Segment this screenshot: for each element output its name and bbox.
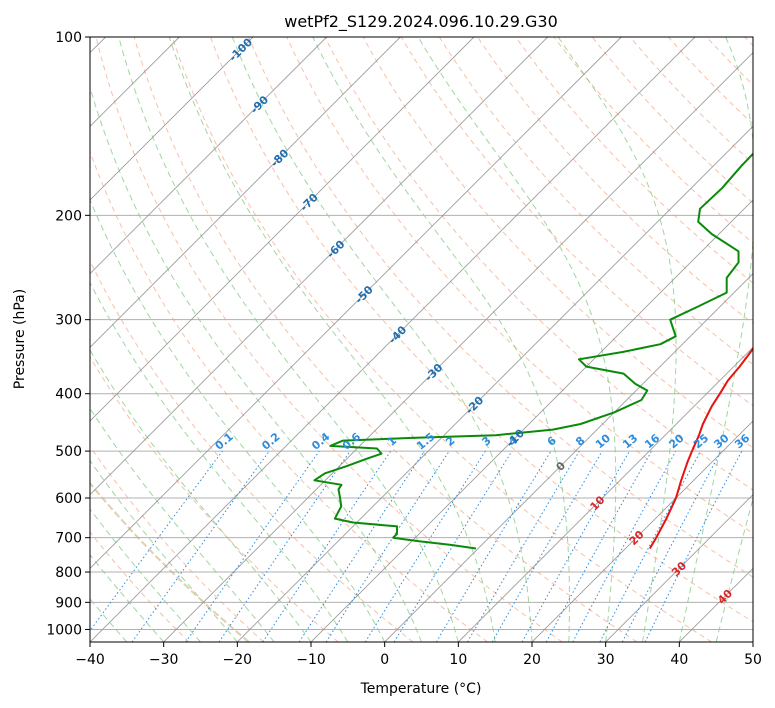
- x-tick-label: 0: [380, 652, 389, 668]
- mixing-ratio-line: [491, 450, 603, 642]
- x-tick-label: −10: [296, 652, 326, 668]
- moist-adiabat: [118, 37, 459, 642]
- moist-adiabat: [90, 198, 386, 642]
- mixing-ratio-line: [467, 450, 580, 642]
- y-tick-label: 1000: [46, 622, 82, 638]
- dry-adiabat: [248, 37, 753, 578]
- moist-adiabat: [90, 407, 275, 642]
- moist-adiabat: [90, 508, 201, 642]
- moist-adiabat: [417, 37, 617, 642]
- y-tick-label: 500: [55, 444, 82, 460]
- chart-title: wetPf2_S129.2024.096.10.29.G30: [284, 12, 558, 32]
- mixing-ratio-line: [435, 450, 552, 642]
- dry-adiabat: [438, 37, 753, 365]
- isotherm-line: [90, 37, 254, 201]
- isotherm-line: [90, 37, 548, 496]
- y-tick-label: 900: [55, 595, 82, 611]
- isotherm-line: [163, 52, 753, 642]
- data-layer: [313, 152, 753, 550]
- x-tick-label: 40: [670, 652, 688, 668]
- dewpoint-profile: [313, 152, 753, 550]
- axis-layer: −40 −30 −20 −10 0 10 20 30 40 50 100 200 300 400 500 60…: [46, 30, 762, 668]
- mixing-ratio-line: [90, 450, 223, 632]
- plot-frame: [89, 36, 754, 643]
- mixing-ratio-line: [185, 450, 320, 642]
- isotherm-line: [90, 37, 327, 275]
- y-tick-label: 600: [55, 491, 82, 507]
- x-tick-label: −20: [223, 652, 253, 668]
- dry-adiabat: [90, 531, 190, 642]
- moist-adiabat: [90, 281, 349, 642]
- dry-adiabat: [400, 37, 753, 407]
- isotherm-line: [605, 494, 753, 642]
- y-axis-label: Pressure (hPa): [12, 289, 28, 389]
- temperature-profile: [648, 346, 753, 550]
- moist-adiabat: [168, 37, 496, 642]
- moist-adiabat: [90, 459, 238, 642]
- mixing-ratio-line: [393, 450, 513, 642]
- mixing-ratio-line: [364, 450, 486, 642]
- mixing-ratio-line: [545, 450, 653, 642]
- moist-adiabat: [557, 37, 677, 642]
- x-axis-label: Temperature (°C): [360, 681, 482, 697]
- dry-adiabat: [95, 37, 563, 642]
- isotherm-line: [458, 346, 753, 642]
- dry-adiabat: [324, 37, 753, 491]
- dry-adiabat: [210, 37, 753, 623]
- isotherm-line: [531, 420, 753, 642]
- moist-adiabat: [90, 85, 422, 642]
- x-tick-label: 20: [523, 652, 541, 668]
- x-tick-label: 50: [744, 652, 762, 668]
- x-tick-label: −40: [75, 652, 105, 668]
- dry-adiabat: [90, 356, 339, 642]
- y-tick-label: 700: [55, 531, 82, 547]
- y-tick-label: 800: [55, 565, 82, 581]
- y-tick-label: 200: [55, 208, 82, 224]
- x-tick-label: −30: [149, 652, 179, 668]
- x-tick-label: 10: [449, 652, 467, 668]
- moist-adiabat: [715, 496, 753, 642]
- isotherm-line: [90, 37, 622, 569]
- dry-adiabat: [133, 37, 638, 642]
- isotherm-line: [384, 273, 753, 642]
- mixing-ratio-line: [572, 450, 677, 642]
- y-tick-label: 100: [55, 30, 82, 46]
- y-tick-label: 400: [55, 387, 82, 403]
- dry-adiabat: [90, 259, 414, 642]
- dry-adiabat: [286, 37, 753, 534]
- isotherm-line: [90, 37, 475, 422]
- isotherm-line: [237, 125, 753, 642]
- mixing-ratio-line: [131, 450, 270, 642]
- isotherm-line: [90, 37, 401, 348]
- mixing-ratio-line: [521, 450, 630, 642]
- x-tick-label: 30: [597, 652, 615, 668]
- y-tick-label: 300: [55, 313, 82, 329]
- moist-adiabat: [312, 37, 570, 642]
- isotherm-line: [90, 37, 696, 642]
- moist-adiabat: [231, 37, 533, 642]
- mixing-ratio-line: [325, 450, 450, 642]
